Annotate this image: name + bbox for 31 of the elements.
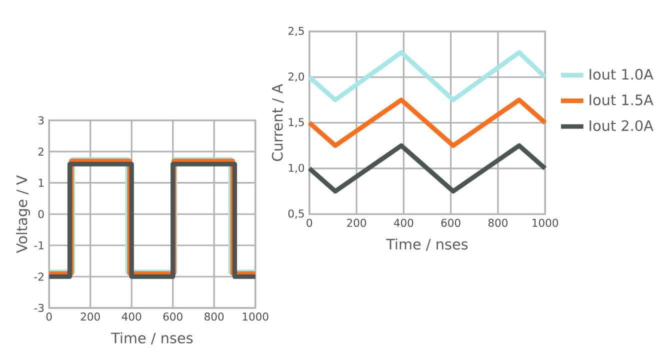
x-tick-label: 0: [306, 218, 312, 227]
y-tick-label: 0: [38, 210, 44, 218]
x-tick-label: 0: [46, 312, 52, 321]
x-tick-label: 1000: [242, 312, 268, 321]
x-tick-label: 800: [204, 312, 224, 321]
x-tick-label: 800: [488, 218, 508, 227]
legend-label: Iout 2.0A: [590, 120, 654, 132]
y-tick-label: 1,0: [288, 164, 304, 174]
y-tick-label: 1: [38, 178, 44, 187]
y-axis-title: Current / A: [272, 84, 284, 161]
y-tick-label: -3: [34, 304, 44, 312]
y-tick-label: 2: [38, 148, 44, 156]
x-tick-label: 400: [122, 312, 142, 321]
y-tick-label: 1,5: [288, 118, 304, 128]
y-axis-title: Voltage / V: [16, 175, 30, 254]
x-tick-label: 400: [394, 218, 414, 227]
x-tick-label: 200: [347, 218, 366, 227]
y-tick-label: 2,5: [288, 26, 304, 36]
x-tick-label: 200: [80, 312, 100, 321]
x-tick-label: 1000: [532, 218, 558, 227]
y-tick-label: -1: [34, 242, 44, 250]
y-tick-label: 0,5: [288, 210, 304, 219]
x-tick-label: 600: [441, 218, 460, 227]
y-tick-label: 3: [38, 116, 44, 124]
x-axis-title: Time / nses: [386, 238, 468, 251]
x-axis-title: Time / nses: [111, 332, 193, 345]
y-tick-label: 2,0: [288, 72, 304, 82]
legend-label: Iout 1.0A: [590, 68, 654, 80]
legend-label: Iout 1.5A: [590, 94, 654, 106]
y-tick-label: -2: [34, 272, 44, 281]
x-tick-label: 600: [163, 312, 182, 321]
